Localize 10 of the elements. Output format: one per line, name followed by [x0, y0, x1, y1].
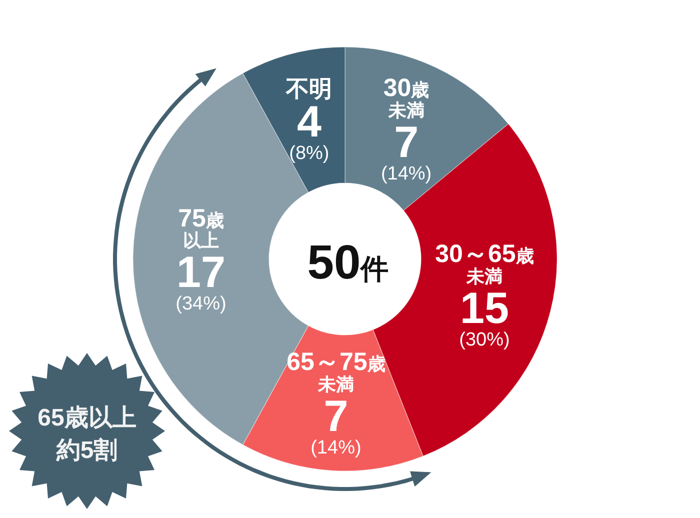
- data-label: 15 (30%): [459, 284, 510, 350]
- data-label: 7 (14%): [310, 392, 362, 458]
- text: 65歳以上約5割: [38, 404, 136, 464]
- slice-label: 75歳以上: [178, 204, 224, 251]
- data-label: 7 (14%): [380, 118, 432, 184]
- slice-label: 65～75歳未満: [286, 348, 386, 394]
- slice-label: 30～65歳未満: [435, 240, 534, 286]
- data-label: 17 (34%): [176, 248, 226, 315]
- text: 50件: [307, 236, 389, 290]
- slice-label: 30歳未満: [383, 74, 430, 120]
